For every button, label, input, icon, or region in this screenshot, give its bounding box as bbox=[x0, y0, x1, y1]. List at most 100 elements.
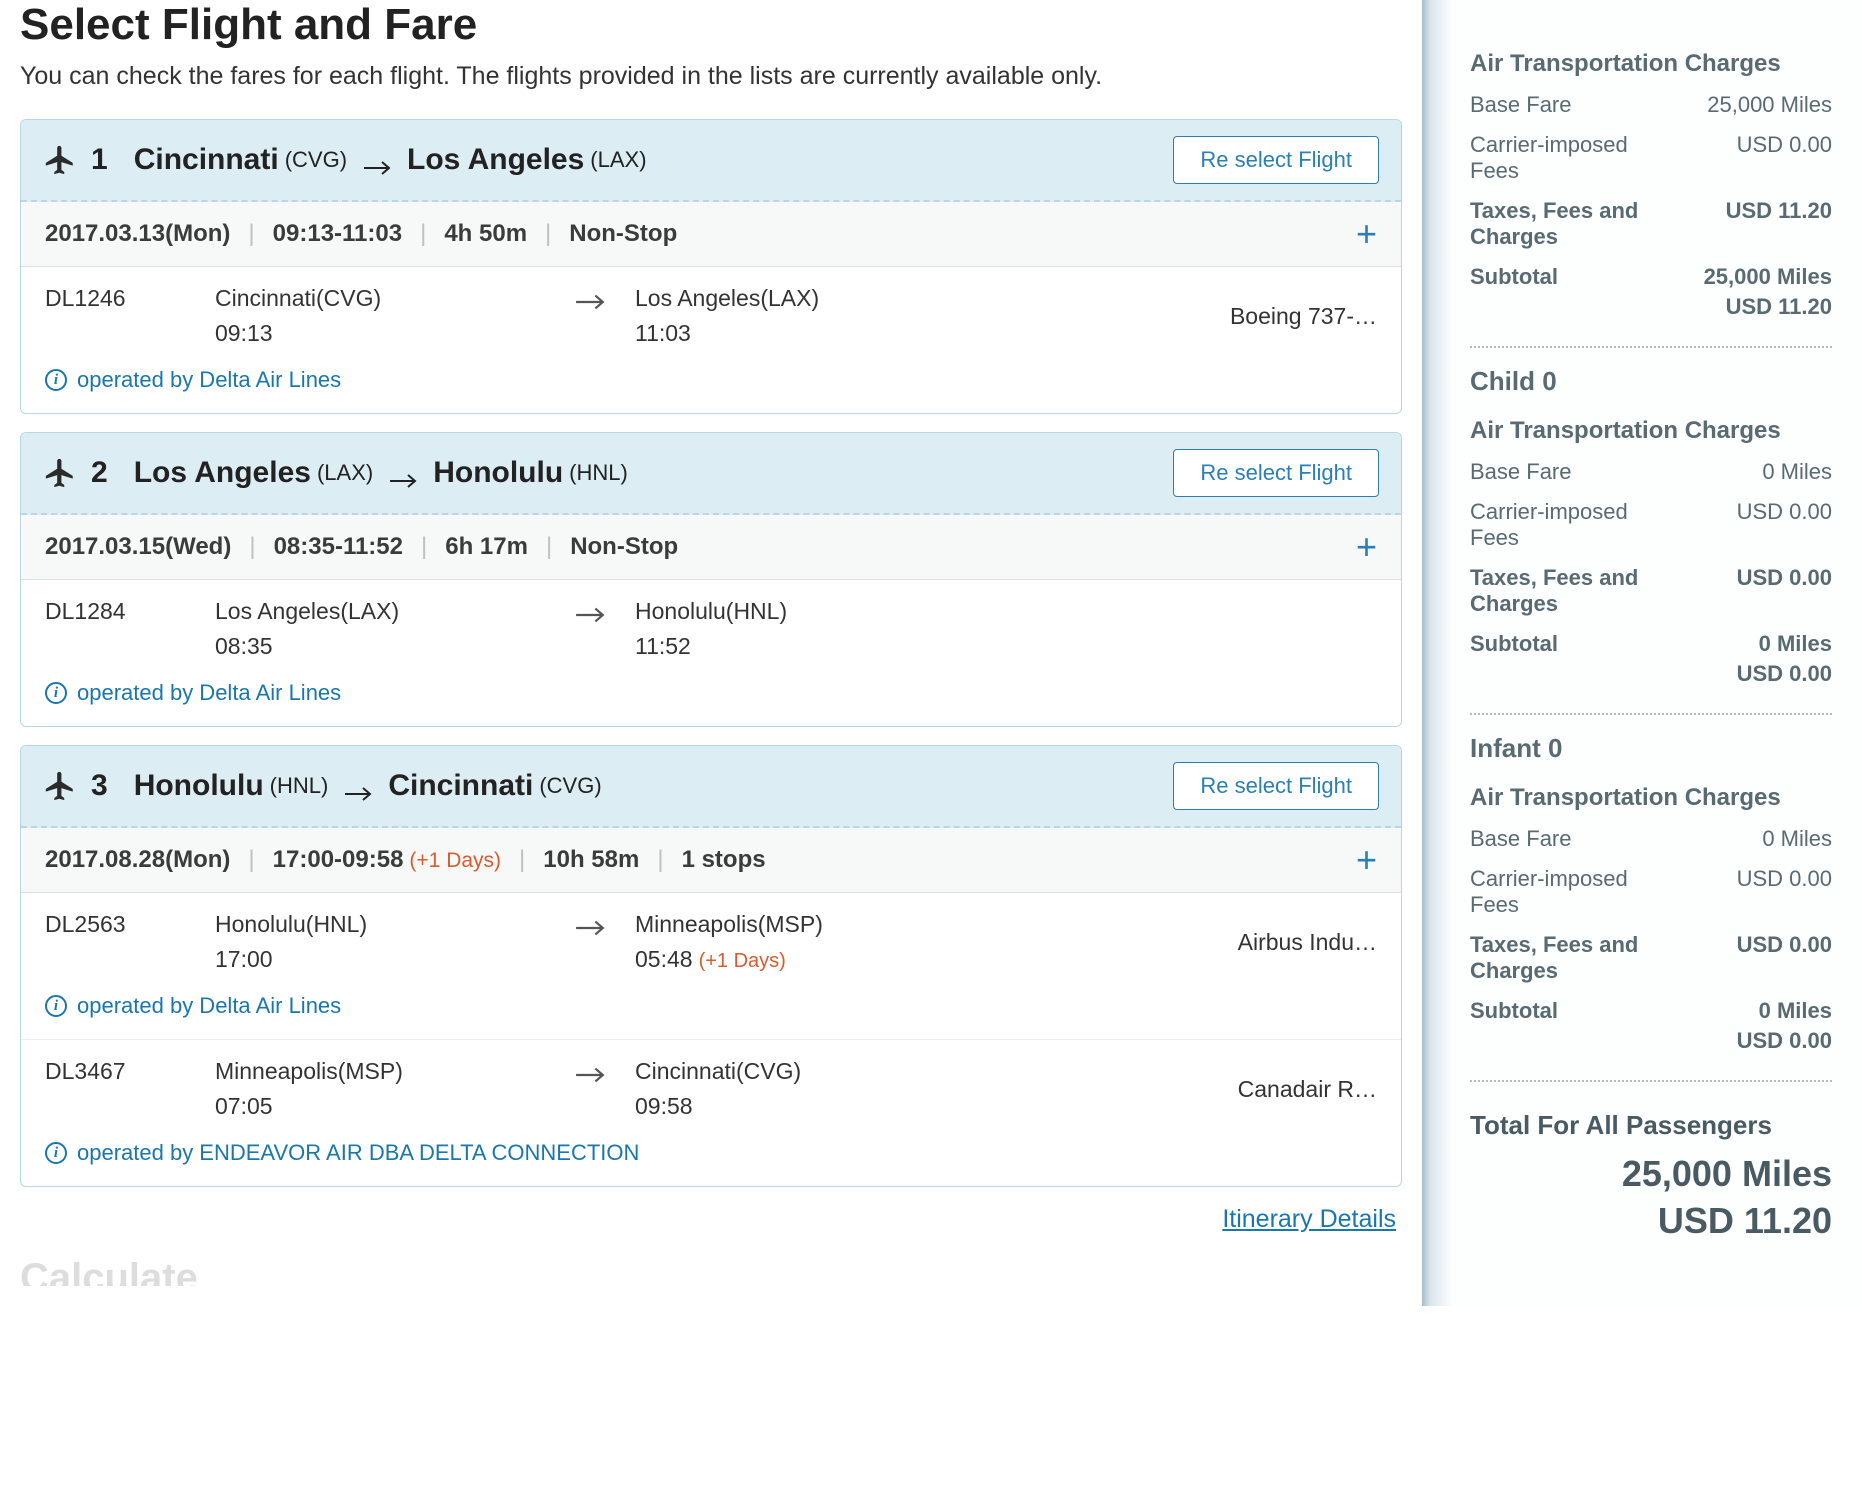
flight-card-header: 2 Los Angeles(LAX) Honolulu(HNL) Re select … bbox=[21, 433, 1401, 515]
arrow-right-icon bbox=[344, 777, 372, 795]
flight-duration: 4h 50m bbox=[444, 220, 527, 248]
segment-arr-time: 05:48(+1 Days) bbox=[635, 946, 1157, 973]
reselect-flight-button[interactable]: Re select Flight bbox=[1173, 762, 1379, 810]
flight-card: 1Cincinnati(CVG)Los Angeles(LAX)Re selec… bbox=[20, 119, 1402, 414]
segment-flightno: DL1246 bbox=[45, 285, 215, 312]
segment-arr-time: 11:52 bbox=[635, 633, 1157, 660]
dest-code: (LAX) bbox=[590, 147, 646, 173]
flight-times: 08:35-11:52 bbox=[274, 533, 403, 561]
reselect-flight-button[interactable]: Re select Flight bbox=[1173, 136, 1379, 184]
arrow-right-icon bbox=[575, 915, 635, 942]
charges-title: Air Transportation Charges bbox=[1470, 50, 1832, 78]
charges-title: Air Transportation Charges bbox=[1470, 417, 1832, 445]
arrow-right-icon bbox=[575, 1062, 635, 1089]
flight-duration: 6h 17m bbox=[445, 533, 528, 561]
subtotal-usd: USD 0.00 bbox=[1737, 1028, 1832, 1054]
carrier-fees-label: Carrier-imposed Fees bbox=[1470, 499, 1670, 551]
carrier-fees-label: Carrier-imposed Fees bbox=[1470, 866, 1670, 918]
operator-text: operated by ENDEAVOR AIR DBA DELTA CONNE… bbox=[77, 1140, 639, 1166]
flight-card: 2 Los Angeles(LAX) Honolulu(HNL) Re select … bbox=[20, 432, 1402, 727]
expand-button[interactable]: + bbox=[1356, 529, 1377, 565]
taxes-label: Taxes, Fees and Charges bbox=[1470, 565, 1670, 617]
segment-arr-time: 11:03 bbox=[635, 320, 1157, 347]
segment-dep-city: Los Angeles(LAX) bbox=[215, 598, 575, 625]
subtotal-miles: 0 Miles bbox=[1759, 998, 1832, 1024]
flight-duration: 10h 58m bbox=[543, 846, 639, 874]
info-icon: i bbox=[45, 1142, 67, 1164]
flight-route: Honolulu(HNL) Cincinnati(CVG) bbox=[134, 769, 602, 803]
flight-stops: Non-Stop bbox=[569, 220, 677, 248]
segment-dep-city: Cincinnati(CVG) bbox=[215, 285, 575, 312]
taxes-label: Taxes, Fees and Charges bbox=[1470, 198, 1670, 250]
taxes-value: USD 0.00 bbox=[1737, 932, 1832, 984]
operator-note: i operated by Delta Air Lines bbox=[21, 670, 1401, 726]
flight-number: 2 bbox=[91, 456, 108, 490]
dest-city: Cincinnati bbox=[388, 769, 533, 803]
dest-city: Honolulu bbox=[433, 456, 563, 490]
operator-text: operated by Delta Air Lines bbox=[77, 680, 341, 706]
operator-note: ioperated by Delta Air Lines bbox=[21, 983, 1401, 1040]
flight-segment: DL1284Los Angeles(LAX)08:35Honolulu(HNL)… bbox=[21, 580, 1401, 670]
operator-text: operated by Delta Air Lines bbox=[77, 367, 341, 393]
airplane-icon bbox=[43, 456, 77, 490]
charges-title: Air Transportation Charges bbox=[1470, 784, 1832, 812]
dest-code: (CVG) bbox=[539, 773, 601, 799]
origin-code: (HNL) bbox=[270, 773, 329, 799]
base-fare-label: Base Fare bbox=[1470, 92, 1572, 118]
flight-card-header: 3 Honolulu(HNL) Cincinnati(CVG) Re select F… bbox=[21, 746, 1401, 828]
expand-button[interactable]: + bbox=[1356, 216, 1377, 252]
flight-date: 2017.03.13(Mon) bbox=[45, 220, 230, 248]
arrow-right-icon bbox=[575, 602, 635, 629]
flight-card-header: 1Cincinnati(CVG)Los Angeles(LAX)Re selec… bbox=[21, 120, 1401, 202]
arrow-right-icon bbox=[389, 464, 417, 482]
segment-arr-time: 09:58 bbox=[635, 1093, 1157, 1120]
flight-segment: DL2563Honolulu(HNL)17:00Minneapolis(MSP)… bbox=[21, 893, 1401, 983]
dest-city: Los Angeles bbox=[407, 143, 584, 177]
segment-aircraft: Airbus Indu… bbox=[1157, 929, 1377, 956]
segment-aircraft: Canadair R… bbox=[1157, 1076, 1377, 1103]
base-fare-value: 0 Miles bbox=[1762, 459, 1832, 485]
calculate-heading: Calculate bbox=[20, 1256, 1402, 1286]
origin-city: Honolulu bbox=[134, 769, 264, 803]
operator-note: i operated by Delta Air Lines bbox=[21, 357, 1401, 413]
subtotal-usd: USD 0.00 bbox=[1737, 661, 1832, 687]
segment-flightno: DL3467 bbox=[45, 1058, 215, 1085]
origin-code: (CVG) bbox=[285, 147, 347, 173]
flight-summary-row: 2017.08.28(Mon)|17:00-09:58(+1 Days)|10h… bbox=[21, 828, 1401, 893]
flight-times: 17:00-09:58(+1 Days) bbox=[273, 846, 501, 874]
page-title: Select Flight and Fare bbox=[20, 0, 1402, 50]
subtotal-miles: 0 Miles bbox=[1759, 631, 1832, 657]
dest-code: (HNL) bbox=[569, 460, 628, 486]
taxes-value: USD 11.20 bbox=[1726, 198, 1832, 250]
segment-arr-city: Honolulu(HNL) bbox=[635, 598, 1157, 625]
origin-city: Los Angeles bbox=[134, 456, 311, 490]
itinerary-details-link[interactable]: Itinerary Details bbox=[1222, 1205, 1396, 1233]
flight-route: Cincinnati(CVG) Los Angeles(LAX) bbox=[134, 143, 647, 177]
airplane-icon bbox=[43, 769, 77, 803]
airplane-icon bbox=[43, 143, 77, 177]
total-title: Total For All Passengers bbox=[1470, 1110, 1832, 1141]
segment-dep-time: 17:00 bbox=[215, 946, 575, 973]
info-icon: i bbox=[45, 369, 67, 391]
passenger-type: Infant 0 bbox=[1470, 733, 1832, 764]
segment-dep-city: Minneapolis(MSP) bbox=[215, 1058, 575, 1085]
expand-button[interactable]: + bbox=[1356, 842, 1377, 878]
segment-flightno: DL2563 bbox=[45, 911, 215, 938]
segment-arr-city: Los Angeles(LAX) bbox=[635, 285, 1157, 312]
passenger-type: Child 0 bbox=[1470, 366, 1832, 397]
carrier-fees-value: USD 0.00 bbox=[1737, 866, 1832, 918]
segment-dep-time: 09:13 bbox=[215, 320, 575, 347]
reselect-flight-button[interactable]: Re select Flight bbox=[1173, 449, 1379, 497]
subtotal-label: Subtotal bbox=[1470, 631, 1558, 687]
total-miles: 25,000 Miles bbox=[1470, 1151, 1832, 1198]
origin-city: Cincinnati bbox=[134, 143, 279, 177]
operator-note: i operated by ENDEAVOR AIR DBA DELTA CONN… bbox=[21, 1130, 1401, 1186]
operator-text: operated by Delta Air Lines bbox=[77, 993, 341, 1019]
info-icon: i bbox=[45, 682, 67, 704]
flight-number: 3 bbox=[91, 769, 108, 803]
origin-code: (LAX) bbox=[317, 460, 373, 486]
segment-arr-city: Minneapolis(MSP) bbox=[635, 911, 1157, 938]
carrier-fees-label: Carrier-imposed Fees bbox=[1470, 132, 1670, 184]
segment-flightno: DL1284 bbox=[45, 598, 215, 625]
taxes-label: Taxes, Fees and Charges bbox=[1470, 932, 1670, 984]
